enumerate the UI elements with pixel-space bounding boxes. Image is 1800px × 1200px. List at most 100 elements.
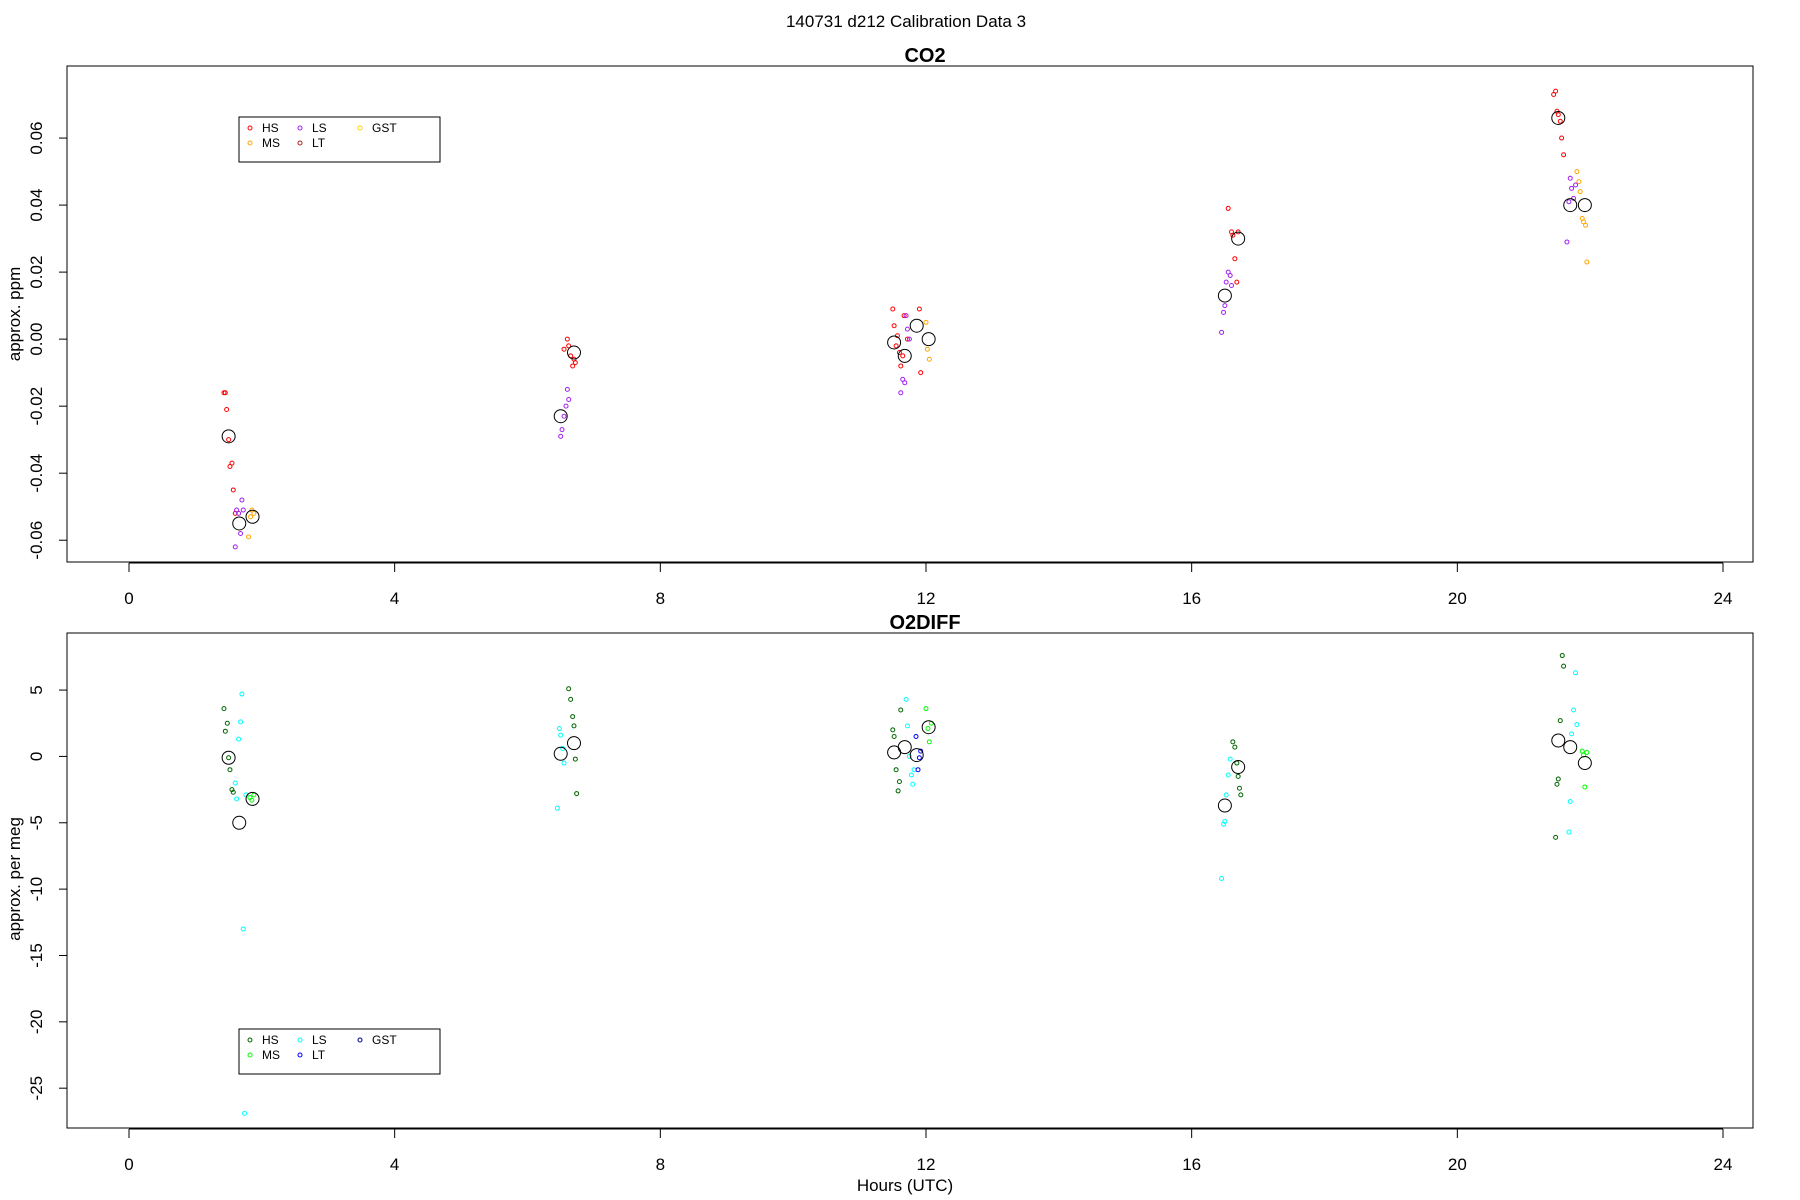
- o2diff-legend-marker-gst: [357, 1037, 363, 1043]
- o2diff-hs-point: [891, 734, 897, 740]
- co2-x-tick-label: 24: [1714, 589, 1733, 608]
- o2diff-legend-label-ms: MS: [262, 1048, 280, 1062]
- o2diff-hs-point: [229, 787, 235, 793]
- o2diff-hs-point: [1555, 776, 1561, 782]
- o2diff-ls-point: [910, 781, 916, 787]
- co2-y-tick-label: -0.04: [27, 454, 46, 493]
- o2diff-hs-point: [1553, 834, 1559, 840]
- o2diff-mean-point: [232, 815, 247, 830]
- co2-hs-point: [896, 350, 902, 356]
- co2-plot-frame: [66, 65, 1754, 563]
- co2-mean-point: [1577, 198, 1592, 213]
- co2-hs-point: [572, 360, 578, 366]
- co2-mean-point: [553, 409, 568, 424]
- co2-ms-point: [1583, 222, 1589, 228]
- o2diff-hs-point: [568, 696, 574, 702]
- co2-mean-point: [1551, 110, 1566, 125]
- co2-legend-label-ms: MS: [262, 136, 280, 150]
- co2-ms-point: [924, 346, 930, 352]
- o2diff-ls-point: [906, 753, 912, 759]
- co2-hs-point: [226, 437, 232, 443]
- o2diff-hs-point: [221, 706, 227, 712]
- o2diff-ls-point: [911, 767, 917, 773]
- co2-mean-point: [897, 348, 912, 363]
- co2-hs-point: [1555, 112, 1561, 118]
- o2diff-legend-marker-ms: [247, 1052, 253, 1058]
- co2-hs-point: [893, 343, 899, 349]
- co2-hs-point: [900, 353, 906, 359]
- co2-ls-point: [561, 413, 567, 419]
- co2-hs-point: [566, 343, 572, 349]
- co2-hs-point: [561, 346, 567, 352]
- o2diff-hs-point: [570, 714, 576, 720]
- o2diff-ms-point: [923, 706, 929, 712]
- co2-ls-point: [1222, 303, 1228, 309]
- o2diff-x-tick-label: 24: [1714, 1155, 1733, 1174]
- o2diff-ls-point: [1571, 707, 1577, 713]
- co2-hs-point: [1232, 256, 1238, 262]
- o2diff-x-tick-label: 0: [124, 1155, 133, 1174]
- o2diff-axes: 0 4 8 12 16 20 24 -25 -20 -15 -10 -5 0 5: [27, 685, 1732, 1174]
- co2-hs-point: [1561, 152, 1567, 158]
- co2-points: [221, 88, 1592, 550]
- o2diff-hs-point: [898, 707, 904, 713]
- o2diff-mean-point: [921, 720, 936, 735]
- o2diff-ls-point: [1219, 876, 1225, 882]
- co2-y-tick-label: 0.04: [27, 189, 46, 222]
- o2diff-panel: O2DIFF approx. per meg 0 4 8 12 16 20 24 -25 -20…: [5, 612, 1754, 1174]
- co2-axes: 0 4 8 12 16 20 24 -0.06 -0.04 -0.02 0.00 0.02 0.04 0.…: [27, 122, 1732, 608]
- co2-legend-marker-lt: [297, 140, 303, 146]
- co2-y-tick-label: 0.00: [27, 323, 46, 356]
- o2diff-title: O2DIFF: [889, 612, 960, 634]
- co2-ls-point: [566, 396, 572, 402]
- co2-ls-point: [1569, 185, 1575, 191]
- o2diff-legend-label-gst: GST: [372, 1033, 397, 1047]
- co2-legend-label-ls: LS: [312, 121, 327, 135]
- co2-ls-point: [1227, 272, 1233, 278]
- o2diff-ms-point: [1582, 784, 1588, 790]
- o2diff-ls-point: [556, 726, 562, 732]
- o2diff-mean-point: [1563, 740, 1578, 755]
- o2diff-y-tick-label: -25: [27, 1076, 46, 1101]
- o2diff-ls-point: [908, 772, 914, 778]
- co2-ls-point: [1229, 283, 1235, 289]
- o2diff-hs-point: [895, 788, 901, 794]
- co2-hs-point: [222, 390, 228, 396]
- o2diff-ls-point: [1566, 829, 1572, 835]
- o2diff-ls-point: [1574, 722, 1580, 728]
- co2-legend-marker-gst: [357, 125, 363, 131]
- o2diff-y-axis-label: approx. per meg: [5, 817, 24, 941]
- co2-y-tick-label: -0.06: [27, 521, 46, 560]
- o2diff-legend-box: [238, 1028, 441, 1075]
- figure-suptitle: 140731 d212 Calibration Data 3: [786, 12, 1026, 31]
- o2diff-hs-point: [572, 756, 578, 762]
- co2-hs-point: [916, 306, 922, 312]
- co2-hs-point: [224, 407, 230, 413]
- o2diff-x-tick-label: 4: [390, 1155, 399, 1174]
- o2diff-plot-frame: [66, 632, 1754, 1129]
- o2diff-hs-point: [222, 728, 228, 734]
- co2-ls-point: [898, 390, 904, 396]
- o2diff-hs-point: [1236, 785, 1242, 791]
- o2diff-mean-point: [897, 740, 912, 755]
- co2-x-tick-label: 12: [917, 589, 936, 608]
- co2-ls-point: [240, 507, 246, 513]
- o2diff-ms-point: [1584, 749, 1590, 755]
- o2diff-lt-point: [918, 748, 924, 754]
- o2diff-mean-point: [553, 746, 568, 761]
- o2diff-hs-point: [224, 720, 230, 726]
- co2-ls-point: [904, 326, 910, 332]
- o2diff-y-tick-label: 0: [27, 752, 46, 761]
- co2-hs-point: [901, 313, 907, 319]
- x-axis-label: Hours (UTC): [857, 1176, 953, 1195]
- co2-hs-point: [1553, 88, 1559, 94]
- o2diff-ls-point: [1573, 670, 1579, 676]
- co2-ms-point: [248, 514, 254, 520]
- o2diff-ls-point: [1227, 756, 1233, 762]
- co2-x-tick-label: 0: [124, 589, 133, 608]
- o2diff-legend-marker-ls: [297, 1037, 303, 1043]
- o2diff-x-tick-label: 20: [1448, 1155, 1467, 1174]
- co2-hs-point: [890, 306, 896, 312]
